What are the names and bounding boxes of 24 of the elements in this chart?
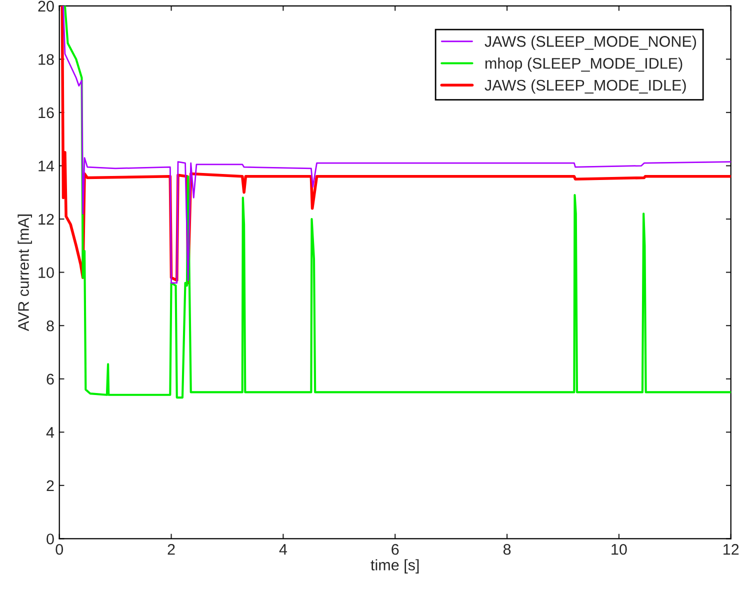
x-tick-label: 12 <box>724 544 739 555</box>
y-tick-label: 14 <box>38 160 54 172</box>
y-tick-label: 4 <box>46 427 54 438</box>
x-tick-label: 10 <box>612 544 627 555</box>
y-tick-label: 10 <box>38 267 54 278</box>
legend-label: JAWS (SLEEP_MODE_NONE) <box>484 36 696 50</box>
legend-label: mhop (SLEEP_MODE_IDLE) <box>485 58 682 72</box>
y-tick-label: 8 <box>46 320 54 332</box>
y-axis-title: AVR current [mA] <box>18 214 32 332</box>
x-tick-label: 6 <box>392 544 399 555</box>
y-tick-label: 2 <box>46 480 54 491</box>
line-series <box>64 6 731 399</box>
y-tick-label: 12 <box>38 214 54 225</box>
x-tick-label: 2 <box>168 544 175 555</box>
y-tick-label: 20 <box>38 0 54 12</box>
legend-label: JAWS (SLEEP_MODE_IDLE) <box>484 79 686 94</box>
y-tick-label: 16 <box>38 107 54 118</box>
x-tick-label: 4 <box>279 544 287 555</box>
x-tick-label: 0 <box>56 544 64 555</box>
y-tick-label: 18 <box>38 54 54 65</box>
x-tick-label: 8 <box>503 544 511 555</box>
y-tick-label: 0 <box>46 534 54 544</box>
y-tick-label: 6 <box>46 374 54 385</box>
x-axis-title: time [s] <box>370 559 419 574</box>
